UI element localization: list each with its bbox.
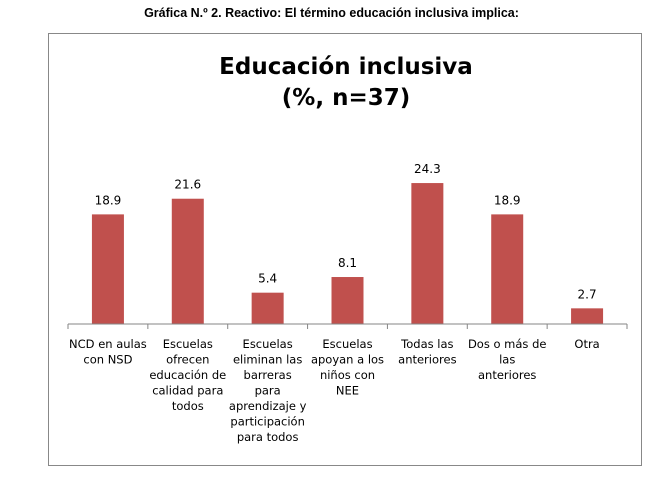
category-label: Otra [574, 337, 599, 351]
data-label: 8.1 [338, 256, 357, 270]
bar [171, 198, 204, 324]
bar [91, 214, 124, 324]
bar [251, 292, 284, 324]
category-label: aprendizaje y [229, 399, 307, 413]
category-label: participación [230, 415, 305, 429]
category-label: apoyan a los [311, 353, 384, 367]
chart-frame: Educación inclusiva (%, n=37) 18.9 21.6 5.4 8… [48, 33, 642, 466]
category-label: Escuelas [163, 337, 213, 351]
category-label: eliminan las [233, 353, 302, 367]
category-label: con NSD [83, 353, 132, 367]
category-label: para [255, 384, 281, 398]
figure-caption: Gráfica N.º 2. Reactivo: El término educ… [144, 6, 519, 20]
category-label: Escuelas [322, 337, 372, 351]
category-label: Todas las [400, 337, 453, 351]
data-label: 18.9 [95, 193, 122, 207]
category-label: calidad para [152, 384, 223, 398]
data-label: 24.3 [414, 162, 441, 176]
category-label: ofrecen [166, 353, 209, 367]
category-label: Escuelas [243, 337, 293, 351]
data-label: 5.4 [258, 272, 277, 286]
bar [411, 183, 444, 324]
chart-title-line: Educación inclusiva [219, 54, 473, 80]
category-label: NCD en aulas [69, 337, 147, 351]
bar [331, 277, 364, 324]
category-label: barreras [244, 368, 292, 382]
category-label: NEE [336, 384, 359, 398]
category-label: para todos [237, 430, 299, 444]
chart-title-line: (%, n=37) [282, 85, 410, 111]
data-label: 21.6 [174, 178, 201, 192]
category-label: las [499, 353, 515, 367]
bar [491, 214, 524, 324]
category-label: educación de [149, 368, 226, 382]
category-label: anteriores [398, 353, 456, 367]
data-label: 2.7 [578, 287, 597, 301]
category-label: anteriores [478, 368, 536, 382]
data-label: 18.9 [494, 193, 521, 207]
category-label: niños con [320, 368, 375, 382]
category-label: Dos o más de [468, 337, 547, 351]
bar [571, 308, 604, 324]
bar-chart: Educación inclusiva (%, n=37) 18.9 21.6 5.4 8… [67, 54, 628, 444]
category-label: todos [172, 399, 204, 413]
